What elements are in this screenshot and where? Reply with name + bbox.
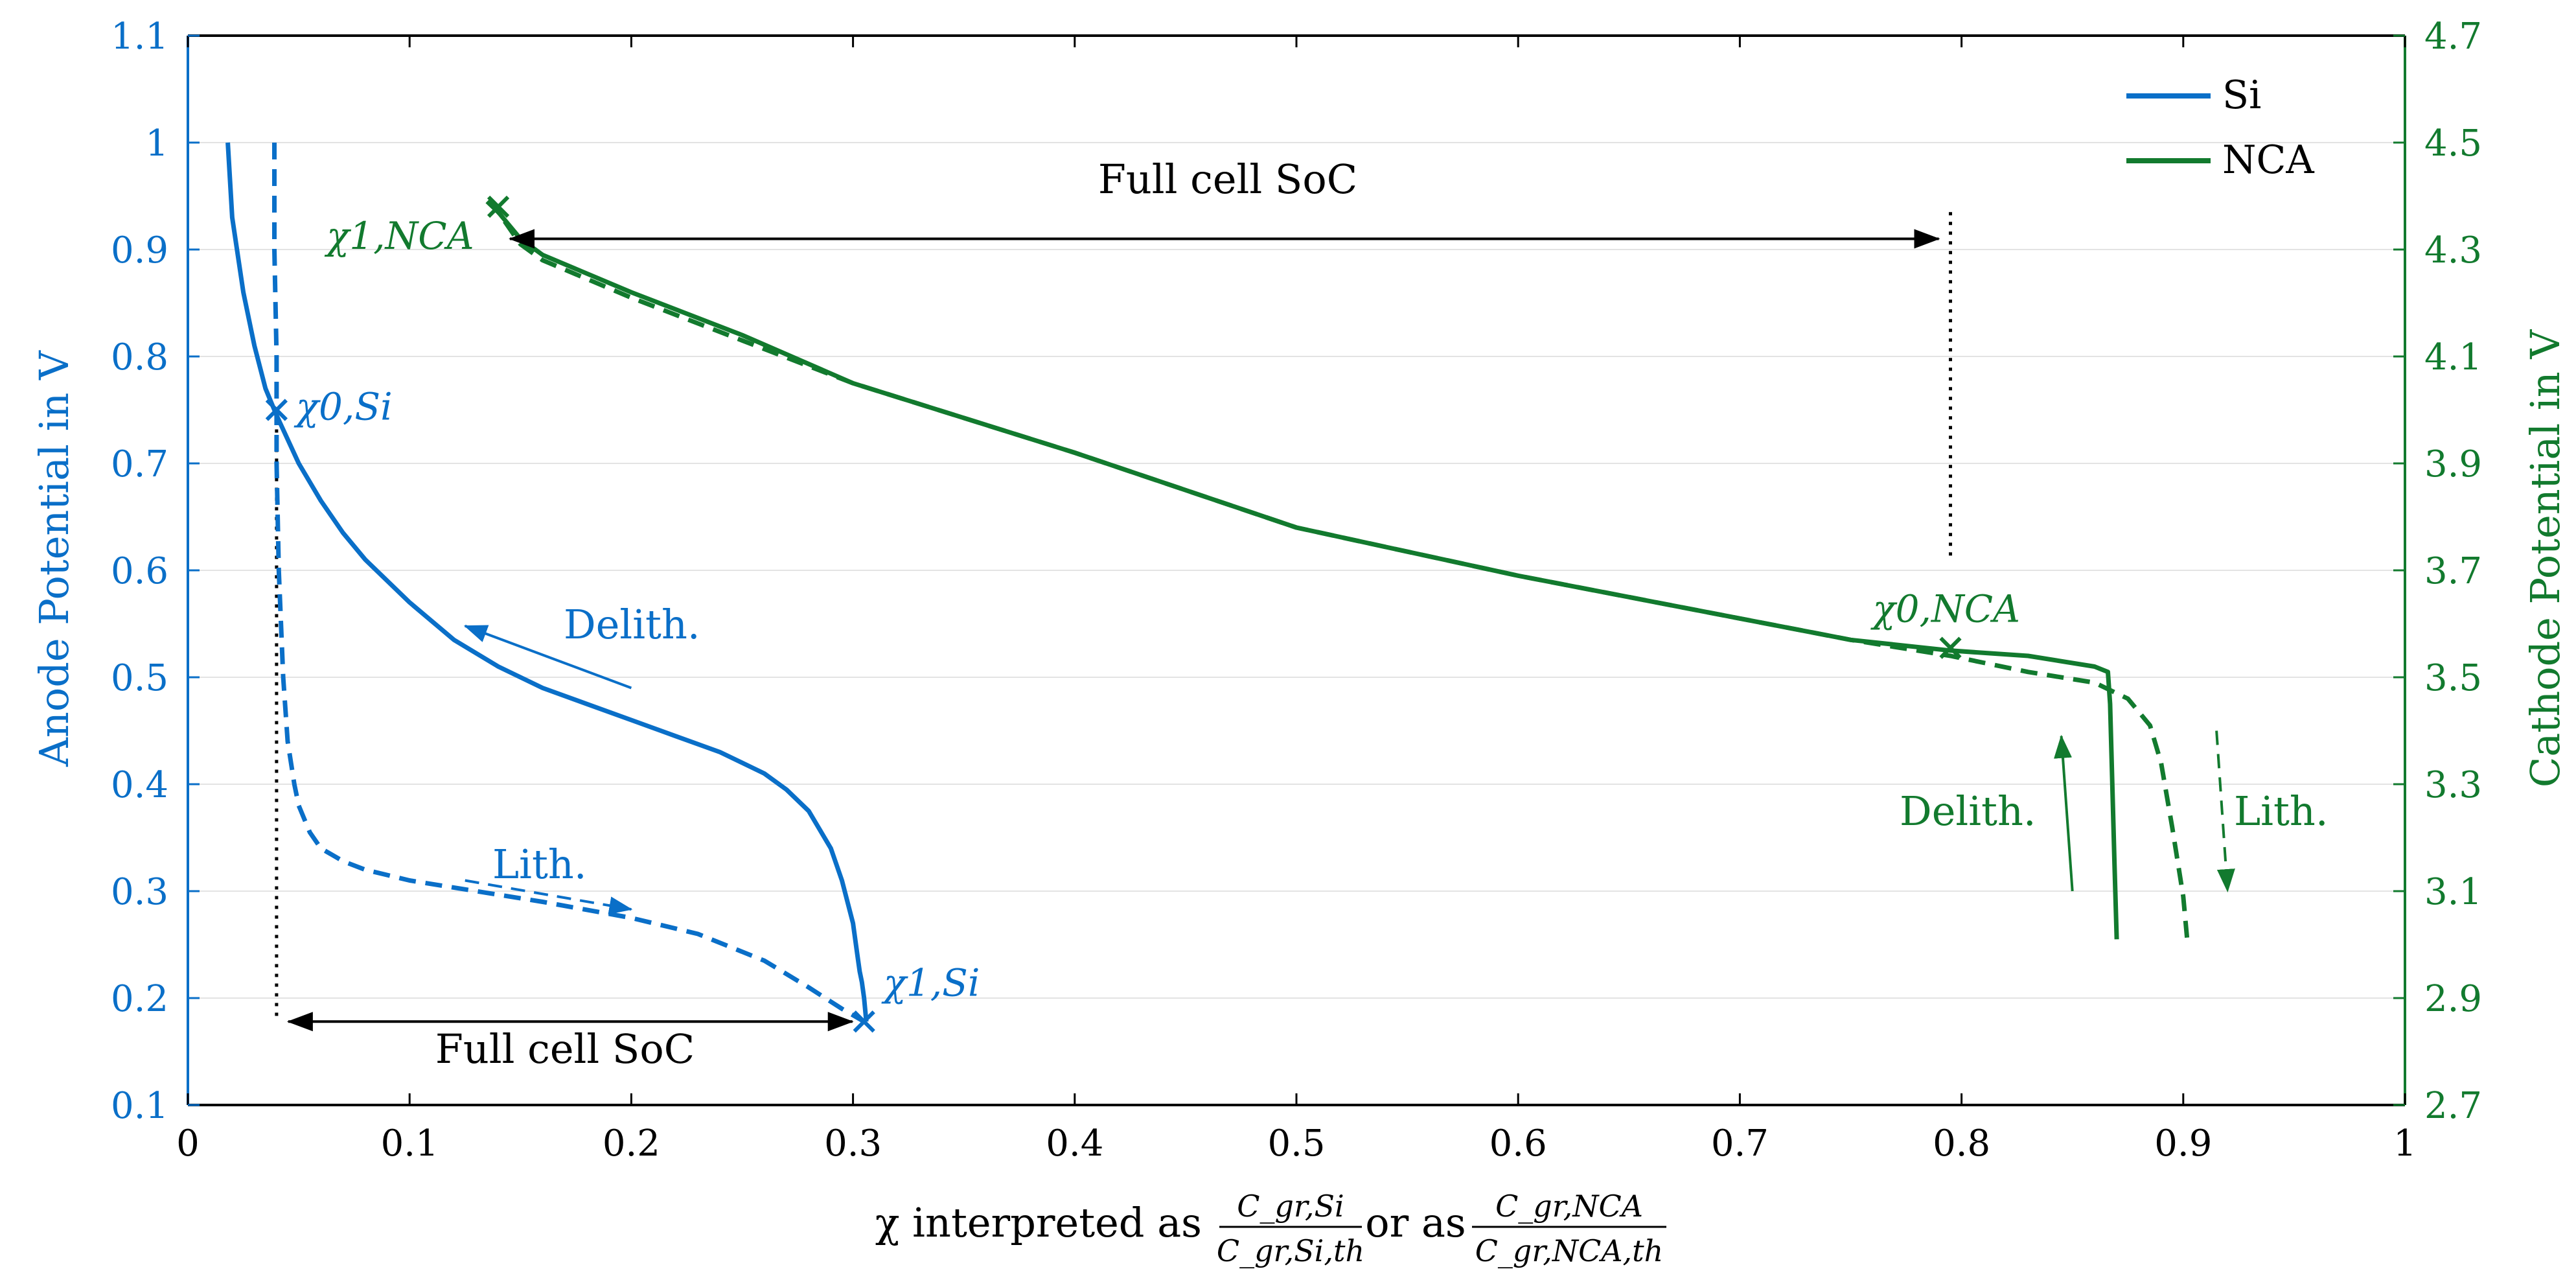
y-right-tick-label-6: 3.9 [2424,443,2482,485]
frac-nca-numerator: C_gr,NCA [1495,1189,1643,1224]
marker-0 [265,399,288,421]
legend-si-label: Si [2222,73,2261,118]
y-left-tick-label-7: 0.8 [111,336,168,378]
y-left-tick-label-5: 0.6 [111,550,168,592]
x-axis-label: χ interpreted as C_gr,Si C_gr,Si,th or a… [875,1189,1666,1268]
y-left-tick-label-4: 0.5 [111,657,168,699]
x-axis-label-prefix: χ interpreted as [875,1199,1202,1246]
y-right-tick-label-1: 2.9 [2424,978,2482,1020]
si-delith-label: Delith. [564,601,700,648]
frac-nca-denominator: C_gr,NCA,th [1475,1233,1664,1268]
y-left-tick-label-0: 0.1 [111,1085,168,1127]
x-tick-label-6: 0.6 [1489,1123,1547,1165]
y-axis-right-label: Cathode Potential in V [2522,329,2569,787]
si-lith-arrow [465,879,633,915]
si-delith-solid-line [225,142,869,1022]
nca-delith-arrow [2054,734,2074,892]
frac-si-denominator: C_gr,Si,th [1217,1233,1364,1268]
x-tick-label-2: 0.2 [603,1123,660,1165]
full-cell-soc-bottom-label: Full cell SoC [435,1025,695,1073]
series-group [225,142,2191,1024]
frac-si-numerator: C_gr,Si [1237,1189,1344,1224]
x-tick-label-7: 0.7 [1711,1123,1769,1165]
nca-delith-solid-line [485,200,2119,940]
guide-lines [275,212,1952,1019]
marker-label-2: χ1,NCA [324,214,474,258]
nca-lith-dashed-line [485,200,2191,945]
tick-labels: 0 0.1 0.2 0.3 0.4 0.5 0.6 0.7 0.8 0.9 10.10.20.30.… [111,16,2482,1165]
y-left-tick-label-8: 0.9 [111,229,168,272]
marker-label-3: χ0,NCA [1870,587,2020,631]
legend-nca-label: NCA [2222,137,2314,183]
y-right-tick-label-5: 3.7 [2424,550,2482,592]
y-axis-left-label: Anode Potential in V [30,350,78,767]
si-lith-dashed-line [272,143,866,1024]
x-axis-label-mid: or as [1365,1199,1466,1246]
markers-group: χ0,Si χ1,Si χ1,NCA χ0,NCA [265,195,2020,1033]
si-delith-arrow [463,624,632,690]
marker-1 [853,1010,875,1033]
marker-3 [1939,636,1962,659]
y-right-tick-label-9: 4.5 [2424,122,2482,165]
y-right-tick-label-7: 4.1 [2424,336,2482,378]
y-right-tick-label-4: 3.5 [2424,657,2482,699]
x-tick-label-10: 1 [2393,1123,2417,1165]
y-right-tick-label-2: 3.1 [2424,871,2482,913]
marker-2 [487,195,510,218]
y-left-tick-label-9: 1 [145,122,168,165]
x-tick-label-1: 0.1 [381,1123,439,1165]
y-right-tick-label-0: 2.7 [2424,1085,2482,1127]
marker-label-1: χ1,Si [881,960,980,1005]
nca-lith-label: Lith. [2234,787,2329,835]
legend: Si NCA [2126,73,2314,183]
x-tick-label-0: 0 [176,1123,200,1165]
x-tick-label-8: 0.8 [1933,1123,1990,1165]
nca-lith-arrow [2215,730,2235,892]
full-cell-soc-top-label: Full cell SoC [1098,156,1357,203]
y-right-tick-label-3: 3.3 [2424,764,2482,806]
y-left-tick-label-1: 0.2 [111,978,168,1020]
y-right-tick-label-10: 4.7 [2424,16,2482,58]
y-right-tick-label-8: 4.3 [2424,229,2482,272]
x-tick-label-5: 0.5 [1267,1123,1325,1165]
y-left-tick-label-3: 0.4 [111,764,168,806]
y-left-tick-label-10: 1.1 [111,16,168,58]
nca-delith-label: Delith. [1900,787,2036,835]
si-lith-label: Lith. [492,841,587,888]
x-tick-label-9: 0.9 [2154,1123,2212,1165]
y-left-tick-label-2: 0.3 [111,871,168,913]
x-tick-label-3: 0.3 [824,1123,882,1165]
marker-label-0: χ0,Si [293,385,393,429]
x-tick-label-4: 0.4 [1046,1123,1103,1165]
plot-frame [187,34,2406,1106]
y-left-tick-label-6: 0.7 [111,443,168,485]
